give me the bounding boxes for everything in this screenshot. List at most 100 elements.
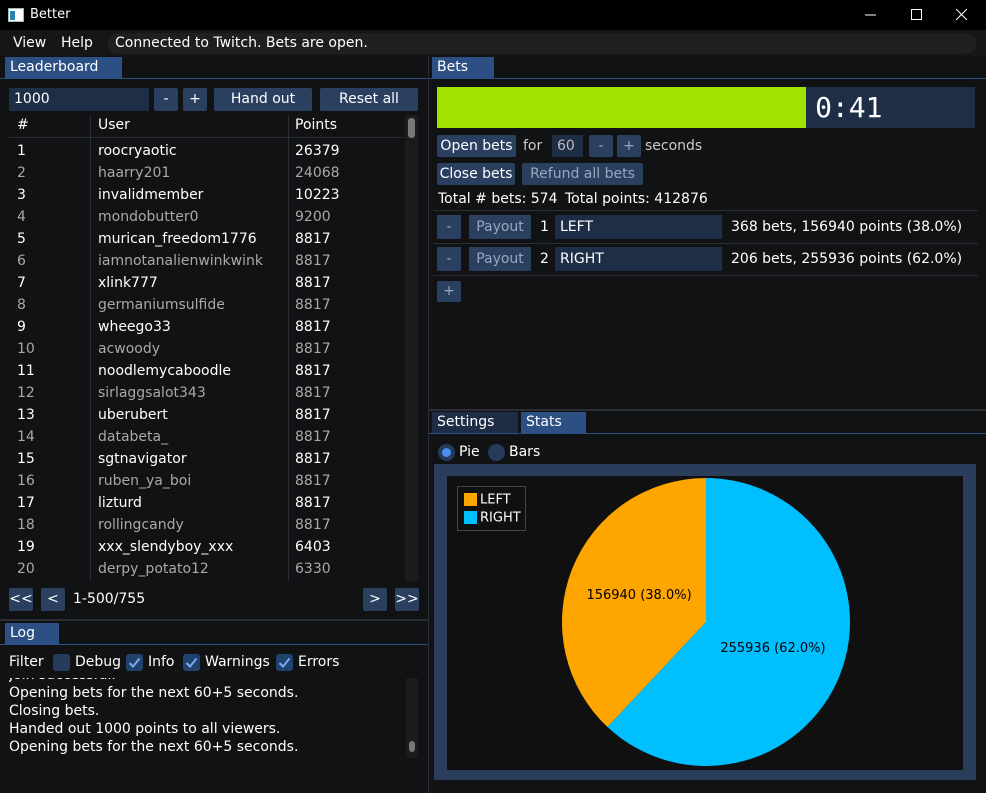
refund-button[interactable]: Refund all bets xyxy=(522,163,643,185)
plus-button[interactable]: + xyxy=(183,88,207,111)
scrollbar[interactable] xyxy=(405,115,418,581)
option-summary: 368 bets, 156940 points (38.0%) xyxy=(731,219,963,235)
seconds-input[interactable]: 60 xyxy=(552,135,583,157)
column-divider xyxy=(288,115,289,581)
points-cell: 8817 xyxy=(295,231,331,247)
radio-label: Bars xyxy=(509,444,541,460)
log-line: Join successful. xyxy=(9,678,116,684)
rank-cell: 13 xyxy=(17,407,35,423)
log-line: Handed out 1000 points to all viewers. xyxy=(9,721,281,737)
close[interactable] xyxy=(955,8,968,21)
radio-button[interactable] xyxy=(438,444,455,461)
points-cell: 8817 xyxy=(295,473,331,489)
user-cell: xxx_slendyboy_xxx xyxy=(98,539,234,555)
maximize[interactable] xyxy=(911,9,922,20)
seconds-minus[interactable]: - xyxy=(589,135,613,157)
rank-cell: 4 xyxy=(17,209,26,225)
hand-out-button[interactable]: Hand out xyxy=(214,88,312,111)
bets-tab[interactable]: Bets xyxy=(432,57,494,78)
tab-underline xyxy=(0,644,428,645)
menu-help[interactable]: Help xyxy=(61,35,93,51)
leaderboard-tab[interactable]: Leaderboard xyxy=(5,57,122,78)
next-page-button[interactable]: > xyxy=(363,588,387,611)
tab-underline xyxy=(429,433,986,434)
tab-underline xyxy=(0,78,428,79)
separator xyxy=(433,243,978,244)
log-scrollbar[interactable] xyxy=(406,678,418,758)
checkbox[interactable] xyxy=(126,654,143,671)
window-controls xyxy=(865,8,968,21)
user-cell: sgtnavigator xyxy=(98,451,187,467)
points-cell: 8817 xyxy=(295,495,331,511)
legend-label: LEFT xyxy=(480,493,511,508)
add-option-button[interactable]: + xyxy=(437,281,461,302)
log-line: Opening bets for the next 60+5 seconds. xyxy=(9,685,299,701)
total-points: Total points: 412876 xyxy=(565,191,708,207)
log-output: Join successful.Opening bets for the nex… xyxy=(9,678,404,758)
points-cell: 8817 xyxy=(295,407,331,423)
tab-underline xyxy=(429,78,986,79)
user-cell: iamnotanalienwinkwink xyxy=(98,253,263,269)
user-cell: wheego33 xyxy=(98,319,171,335)
radio-button[interactable] xyxy=(488,444,505,461)
rank-cell: 20 xyxy=(17,561,35,577)
rank-cell: 3 xyxy=(17,187,26,203)
checkbox-label: Errors xyxy=(298,654,340,670)
prev-page-button[interactable]: < xyxy=(41,588,65,611)
seconds-plus[interactable]: + xyxy=(617,135,641,157)
user-cell: acwoody xyxy=(98,341,161,357)
payout-button[interactable]: Payout xyxy=(469,247,531,271)
first-page-button[interactable]: << xyxy=(9,588,33,611)
splitter xyxy=(0,619,428,621)
pie-slice xyxy=(607,478,850,766)
user-cell: murican_freedom1776 xyxy=(98,231,257,247)
reset-all-button[interactable]: Reset all xyxy=(320,88,418,111)
rank-cell: 12 xyxy=(17,385,35,401)
minus-button[interactable]: - xyxy=(154,88,178,111)
rank-cell: 10 xyxy=(17,341,35,357)
log-tab[interactable]: Log xyxy=(5,623,59,644)
user-cell: sirlaggsalot343 xyxy=(98,385,206,401)
title-bar xyxy=(0,0,986,30)
header-line xyxy=(9,137,405,138)
checkbox[interactable] xyxy=(276,654,293,671)
user-cell: invalidmember xyxy=(98,187,204,203)
last-page-button[interactable]: >> xyxy=(395,588,419,611)
log-line: Opening bets for the next 60+5 seconds. xyxy=(9,739,299,755)
rank-cell: 2 xyxy=(17,165,26,181)
rank-cell: 17 xyxy=(17,495,35,511)
menu-view[interactable]: View xyxy=(13,35,47,51)
checkbox-label: Warnings xyxy=(205,654,270,670)
slice-label: 156940 (38.0%) xyxy=(586,588,691,603)
remove-option-button[interactable]: - xyxy=(437,215,461,239)
open-bets-button[interactable]: Open bets xyxy=(437,135,516,157)
settings-tab[interactable]: Settings xyxy=(432,412,518,433)
log-line: Closing bets. xyxy=(9,703,100,719)
points-cell: 8817 xyxy=(295,341,331,357)
option-name[interactable]: LEFT xyxy=(555,215,722,239)
timer-progress xyxy=(437,87,807,128)
close-bets-button[interactable]: Close bets xyxy=(437,163,515,185)
checkbox[interactable] xyxy=(53,654,70,671)
user-cell: xlink777 xyxy=(98,275,158,291)
slice-label: 255936 (62.0%) xyxy=(720,641,825,656)
splitter xyxy=(428,56,429,793)
checkbox-label: Info xyxy=(148,654,175,670)
points-cell: 8817 xyxy=(295,363,331,379)
payout-button[interactable]: Payout xyxy=(469,215,531,239)
rank-cell: 16 xyxy=(17,473,35,489)
option-index: 1 xyxy=(540,219,549,235)
points-cell: 8817 xyxy=(295,319,331,335)
rank-cell: 19 xyxy=(17,539,35,555)
checkbox[interactable] xyxy=(183,654,200,671)
points-cell: 8817 xyxy=(295,517,331,533)
user-cell: roocryaotic xyxy=(98,143,177,159)
amount-input[interactable]: 1000 xyxy=(9,88,149,111)
column-header: User xyxy=(98,117,130,133)
option-name[interactable]: RIGHT xyxy=(555,247,722,271)
remove-option-button[interactable]: - xyxy=(437,247,461,271)
stats-tab[interactable]: Stats xyxy=(521,412,586,433)
column-header: # xyxy=(17,117,29,133)
legend-swatch xyxy=(464,511,477,524)
user-cell: haarry201 xyxy=(98,165,171,181)
